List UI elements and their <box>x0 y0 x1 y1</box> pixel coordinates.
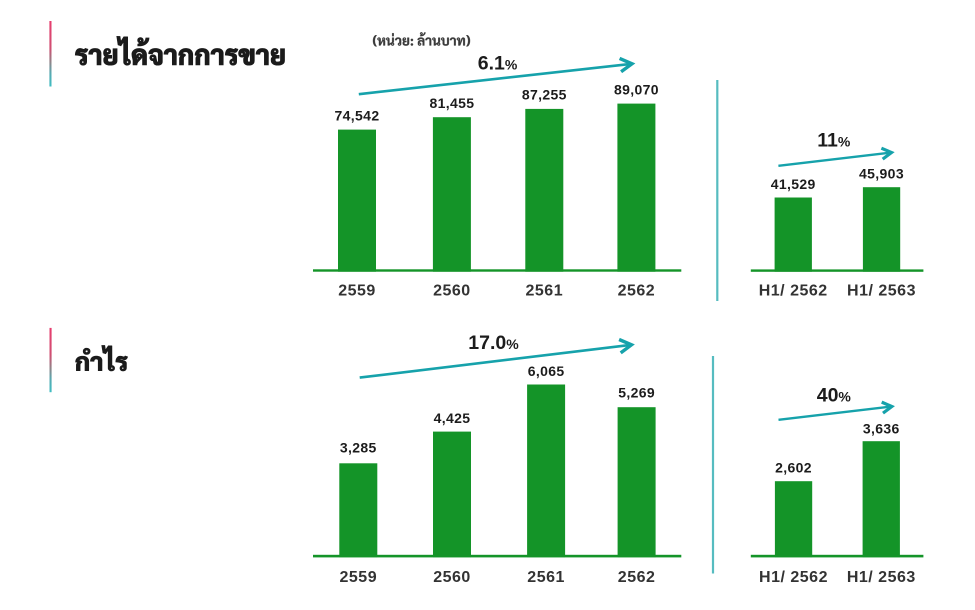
svg-text:H1/ 2562: H1/ 2562 <box>759 282 828 299</box>
svg-text:74,542: 74,542 <box>335 107 380 123</box>
svg-text:2561: 2561 <box>526 282 564 299</box>
svg-text:H1/ 2563: H1/ 2563 <box>847 282 916 299</box>
svg-text:11%: 11% <box>817 130 851 152</box>
svg-text:2559: 2559 <box>340 569 378 586</box>
svg-text:3,285: 3,285 <box>340 440 377 456</box>
svg-text:40%: 40% <box>817 384 852 406</box>
svg-text:H1/ 2562: H1/ 2562 <box>759 569 828 586</box>
svg-text:3,636: 3,636 <box>863 421 900 437</box>
svg-text:2561: 2561 <box>527 569 565 586</box>
svg-text:41,529: 41,529 <box>771 176 816 192</box>
svg-text:17.0%: 17.0% <box>468 332 519 354</box>
svg-text:2560: 2560 <box>433 282 471 299</box>
svg-text:81,455: 81,455 <box>429 95 474 111</box>
svg-text:4,425: 4,425 <box>434 410 471 426</box>
svg-text:2562: 2562 <box>618 569 656 586</box>
svg-text:2,602: 2,602 <box>775 460 812 476</box>
svg-text:6.1%: 6.1% <box>478 53 518 75</box>
svg-text:45,903: 45,903 <box>859 166 904 182</box>
svg-text:H1/ 2563: H1/ 2563 <box>847 569 916 586</box>
svg-text:2562: 2562 <box>618 282 656 299</box>
svg-text:5,269: 5,269 <box>618 384 655 400</box>
svg-text:6,065: 6,065 <box>528 363 565 379</box>
svg-text:2559: 2559 <box>338 282 376 299</box>
svg-text:89,070: 89,070 <box>614 81 659 97</box>
svg-text:87,255: 87,255 <box>522 87 567 103</box>
svg-text:2560: 2560 <box>433 569 471 586</box>
